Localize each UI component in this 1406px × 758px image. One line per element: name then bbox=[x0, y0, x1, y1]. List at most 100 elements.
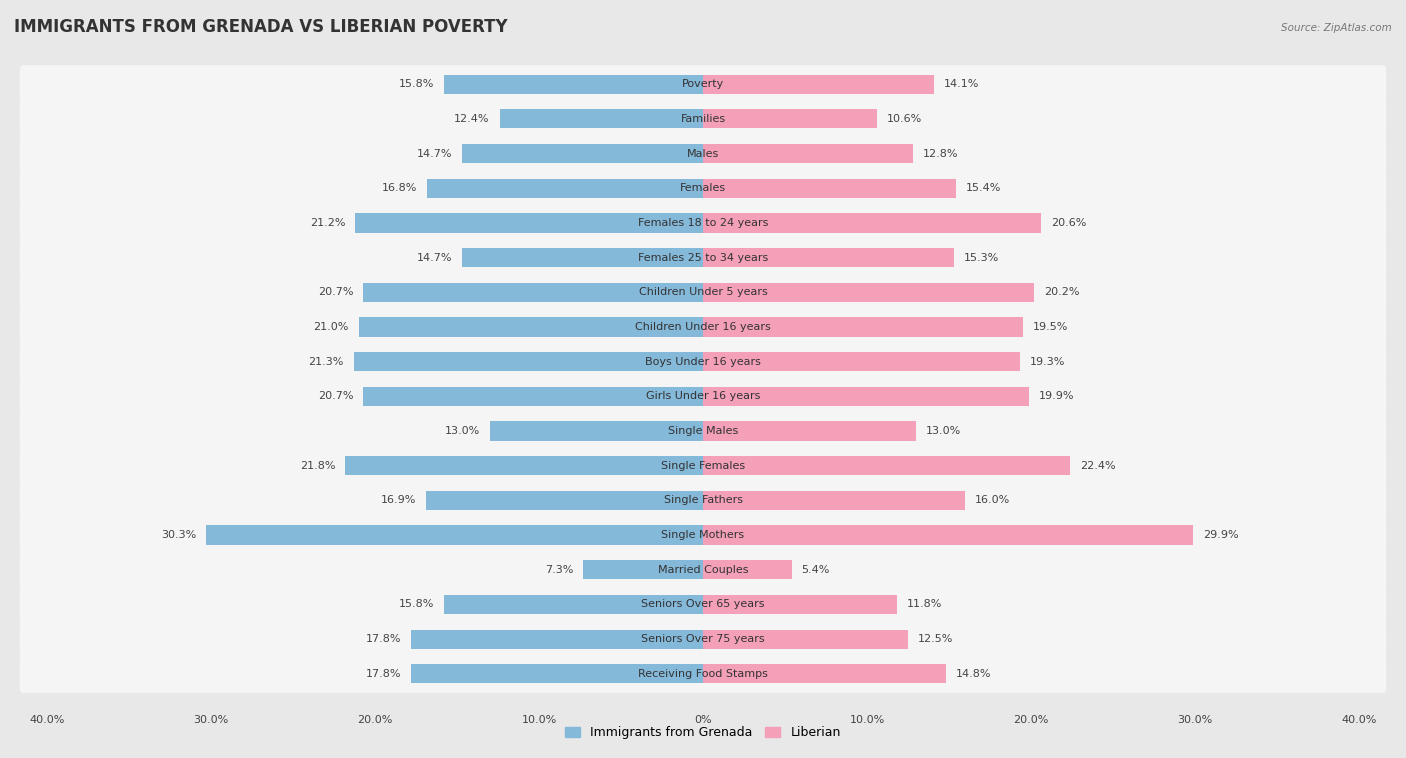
Text: 21.0%: 21.0% bbox=[314, 322, 349, 332]
Text: Source: ZipAtlas.com: Source: ZipAtlas.com bbox=[1281, 23, 1392, 33]
Text: Seniors Over 65 years: Seniors Over 65 years bbox=[641, 600, 765, 609]
Text: 21.2%: 21.2% bbox=[309, 218, 346, 228]
Text: 22.4%: 22.4% bbox=[1080, 461, 1116, 471]
Bar bbox=[444, 75, 703, 94]
Bar bbox=[583, 560, 703, 579]
Bar bbox=[363, 283, 703, 302]
Text: 11.8%: 11.8% bbox=[907, 600, 942, 609]
Bar bbox=[489, 421, 703, 440]
Bar bbox=[359, 318, 703, 337]
Text: Single Males: Single Males bbox=[668, 426, 738, 436]
Bar bbox=[703, 144, 912, 163]
FancyBboxPatch shape bbox=[20, 412, 1386, 450]
Text: Females 18 to 24 years: Females 18 to 24 years bbox=[638, 218, 768, 228]
Text: 29.9%: 29.9% bbox=[1204, 530, 1239, 540]
FancyBboxPatch shape bbox=[20, 481, 1386, 519]
Bar bbox=[703, 318, 1024, 337]
FancyBboxPatch shape bbox=[20, 446, 1386, 485]
Text: Girls Under 16 years: Girls Under 16 years bbox=[645, 391, 761, 401]
Text: 16.9%: 16.9% bbox=[381, 496, 416, 506]
Text: 16.8%: 16.8% bbox=[382, 183, 418, 193]
Text: 19.5%: 19.5% bbox=[1032, 322, 1069, 332]
Bar bbox=[346, 456, 703, 475]
Text: Families: Families bbox=[681, 114, 725, 124]
Text: Receiving Food Stamps: Receiving Food Stamps bbox=[638, 669, 768, 678]
Text: 12.4%: 12.4% bbox=[454, 114, 489, 124]
Bar bbox=[703, 352, 1019, 371]
FancyBboxPatch shape bbox=[20, 550, 1386, 589]
Bar bbox=[703, 456, 1070, 475]
Bar bbox=[703, 630, 908, 649]
Bar bbox=[499, 109, 703, 128]
Bar bbox=[703, 214, 1040, 233]
Text: 15.8%: 15.8% bbox=[399, 80, 434, 89]
Text: IMMIGRANTS FROM GRENADA VS LIBERIAN POVERTY: IMMIGRANTS FROM GRENADA VS LIBERIAN POVE… bbox=[14, 18, 508, 36]
FancyBboxPatch shape bbox=[20, 239, 1386, 277]
Bar bbox=[703, 248, 953, 267]
Text: 20.2%: 20.2% bbox=[1045, 287, 1080, 297]
Bar bbox=[703, 525, 1194, 544]
Bar bbox=[703, 75, 935, 94]
Text: 15.8%: 15.8% bbox=[399, 600, 434, 609]
Text: 15.3%: 15.3% bbox=[965, 252, 1000, 262]
FancyBboxPatch shape bbox=[20, 655, 1386, 693]
Text: 5.4%: 5.4% bbox=[801, 565, 830, 575]
Text: 15.4%: 15.4% bbox=[966, 183, 1001, 193]
Bar bbox=[703, 595, 897, 614]
Bar bbox=[463, 248, 703, 267]
Text: Seniors Over 75 years: Seniors Over 75 years bbox=[641, 634, 765, 644]
Text: 19.3%: 19.3% bbox=[1029, 357, 1064, 367]
Text: 14.1%: 14.1% bbox=[945, 80, 980, 89]
Bar bbox=[363, 387, 703, 406]
Text: Females 25 to 34 years: Females 25 to 34 years bbox=[638, 252, 768, 262]
Text: 7.3%: 7.3% bbox=[546, 565, 574, 575]
Bar bbox=[703, 421, 917, 440]
FancyBboxPatch shape bbox=[20, 516, 1386, 554]
Bar bbox=[463, 144, 703, 163]
Bar bbox=[703, 283, 1035, 302]
Text: 19.9%: 19.9% bbox=[1039, 391, 1074, 401]
Text: Children Under 5 years: Children Under 5 years bbox=[638, 287, 768, 297]
FancyBboxPatch shape bbox=[20, 135, 1386, 173]
Text: Children Under 16 years: Children Under 16 years bbox=[636, 322, 770, 332]
Bar bbox=[411, 630, 703, 649]
FancyBboxPatch shape bbox=[20, 377, 1386, 415]
Text: 21.8%: 21.8% bbox=[299, 461, 336, 471]
Bar bbox=[426, 491, 703, 510]
Text: 12.5%: 12.5% bbox=[918, 634, 953, 644]
Text: Poverty: Poverty bbox=[682, 80, 724, 89]
Text: 13.0%: 13.0% bbox=[927, 426, 962, 436]
Bar bbox=[703, 491, 966, 510]
Text: 14.7%: 14.7% bbox=[416, 252, 453, 262]
Text: 10.6%: 10.6% bbox=[887, 114, 922, 124]
Text: 14.8%: 14.8% bbox=[956, 669, 991, 678]
FancyBboxPatch shape bbox=[20, 620, 1386, 658]
Text: Single Mothers: Single Mothers bbox=[661, 530, 745, 540]
Text: 17.8%: 17.8% bbox=[366, 669, 401, 678]
FancyBboxPatch shape bbox=[20, 204, 1386, 242]
Text: Males: Males bbox=[688, 149, 718, 158]
Text: 14.7%: 14.7% bbox=[416, 149, 453, 158]
Text: Single Fathers: Single Fathers bbox=[664, 496, 742, 506]
FancyBboxPatch shape bbox=[20, 100, 1386, 138]
FancyBboxPatch shape bbox=[20, 169, 1386, 208]
Bar bbox=[703, 664, 946, 683]
Text: 21.3%: 21.3% bbox=[308, 357, 343, 367]
Bar bbox=[207, 525, 703, 544]
FancyBboxPatch shape bbox=[20, 273, 1386, 312]
FancyBboxPatch shape bbox=[20, 585, 1386, 623]
Text: Single Females: Single Females bbox=[661, 461, 745, 471]
Text: 20.7%: 20.7% bbox=[318, 287, 354, 297]
Text: Married Couples: Married Couples bbox=[658, 565, 748, 575]
Bar bbox=[354, 352, 703, 371]
Text: 13.0%: 13.0% bbox=[444, 426, 479, 436]
Bar bbox=[411, 664, 703, 683]
Text: 16.0%: 16.0% bbox=[976, 496, 1011, 506]
Bar bbox=[356, 214, 703, 233]
Text: 17.8%: 17.8% bbox=[366, 634, 401, 644]
Text: 12.8%: 12.8% bbox=[922, 149, 959, 158]
Text: 20.6%: 20.6% bbox=[1050, 218, 1085, 228]
Bar bbox=[703, 109, 877, 128]
FancyBboxPatch shape bbox=[20, 308, 1386, 346]
Bar bbox=[703, 560, 792, 579]
